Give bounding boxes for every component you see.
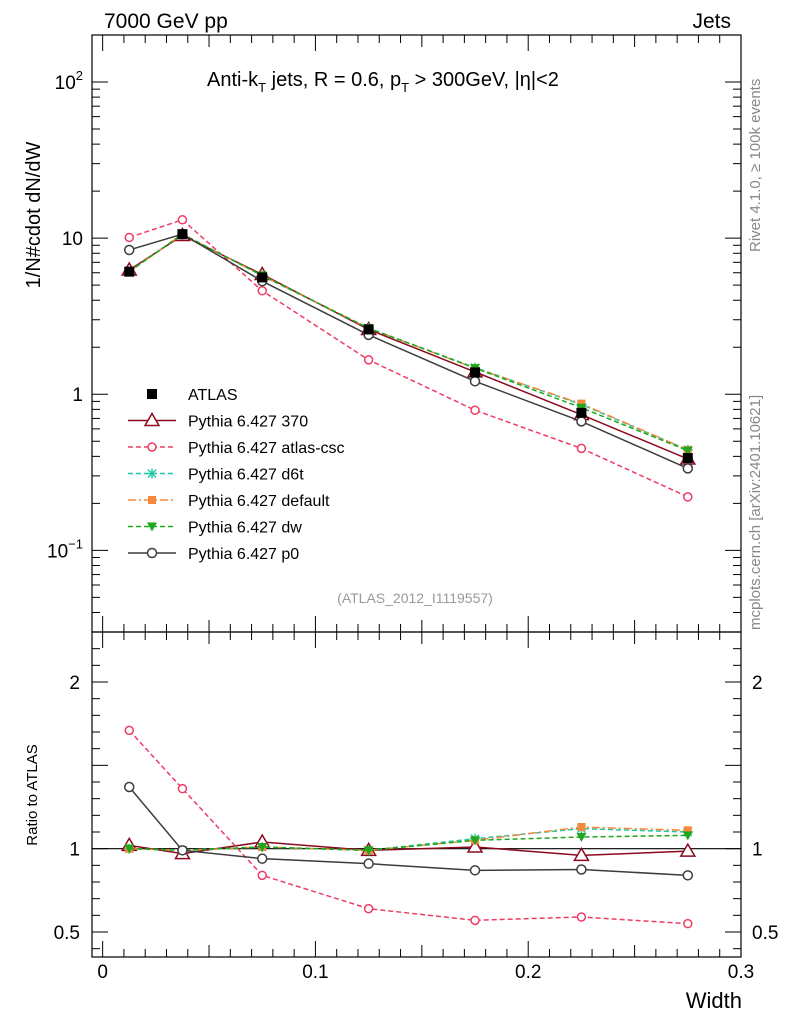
title-part-d: T	[401, 80, 409, 95]
ratio-point-pythia-6-427-p0	[123, 781, 135, 793]
ratio-point-pythia-6-427-atlas-csc	[257, 870, 267, 881]
legend-label-atlas: ATLAS	[188, 387, 238, 404]
point-pythia-6-427-atlas-csc	[177, 215, 188, 225]
point-pythia-6-427-atlas-csc	[257, 286, 267, 296]
y-tick-label: 10	[62, 229, 83, 250]
title-part-b: T	[258, 80, 266, 95]
x-tick-label: 0	[97, 962, 108, 983]
ratio-point-pythia-6-427-dw	[363, 846, 374, 856]
ratio-point-pythia-6-427-dw	[257, 843, 268, 852]
legend-label-pythia-6-427-dw: Pythia 6.427 dw	[188, 520, 302, 537]
legend-marker-pythia-6-427-dw	[147, 522, 157, 532]
legend-marker-pythia-6-427-p0	[146, 547, 158, 559]
analysis-watermark: (ATLAS_2012_I1119557)	[337, 590, 493, 606]
title-part-c: jets, R = 0.6, p	[266, 69, 401, 91]
mcplots-label: mcplots.cern.ch [arXiv:2401.10621]	[747, 395, 764, 630]
ratio-point-pythia-6-427-atlas-csc	[470, 915, 480, 926]
ratio-point-pythia-6-427-default	[577, 823, 586, 831]
x-tick-label: 0.3	[728, 962, 754, 983]
ratio-y-tick-label: 2	[69, 673, 80, 694]
title-part-a: Anti-k	[207, 69, 259, 91]
main-title: Anti-kT jets, R = 0.6, pT > 300GeV, |η|<…	[207, 69, 559, 95]
ratio-y-tick-label: 1	[69, 840, 80, 861]
legend-label-pythia-6-427-d6t: Pythia 6.427 d6t	[188, 467, 304, 484]
point-pythia-6-427-atlas-csc	[470, 405, 480, 415]
ratio-point-pythia-6-427-default	[683, 826, 692, 835]
header-right: Jets	[692, 10, 731, 33]
ratio-point-pythia-6-427-p0	[469, 865, 481, 876]
ratio-line-pythia-6-427-default	[129, 826, 688, 852]
legend-marker-pythia-6-427-370	[143, 412, 161, 427]
ratio-point-pythia-6-427-atlas-csc	[124, 725, 134, 736]
point-pythia-6-427-p0	[682, 463, 694, 474]
rivet-label: Rivet 4.1.0, ≥ 100k events	[747, 79, 764, 252]
point-atlas	[576, 407, 587, 418]
ratio-point-pythia-6-427-dw	[576, 833, 587, 842]
ratio-y-tick-label-right: 0.5	[752, 923, 778, 944]
ratio-point-pythia-6-427-370	[466, 838, 484, 853]
point-pythia-6-427-atlas-csc	[683, 492, 693, 502]
point-atlas	[470, 367, 481, 378]
point-atlas	[257, 272, 268, 283]
legend-label-pythia-6-427-370: Pythia 6.427 370	[188, 414, 308, 431]
header-left: 7000 GeV pp	[104, 10, 228, 33]
point-pythia-6-427-p0	[123, 244, 135, 256]
ratio-ylabel: Ratio to ATLAS	[24, 744, 41, 845]
x-tick-label: 0.2	[515, 962, 541, 983]
ratio-point-pythia-6-427-p0	[682, 870, 694, 881]
point-pythia-6-427-atlas-csc	[124, 232, 134, 243]
ratio-y-tick-label-right: 1	[752, 840, 763, 861]
point-pythia-6-427-atlas-csc	[576, 443, 587, 454]
y-tick-label: 102	[55, 68, 83, 94]
ratio-point-pythia-6-427-370	[573, 846, 590, 862]
ratio-point-pythia-6-427-p0	[576, 864, 587, 875]
ratio-y-tick-label-right: 2	[752, 673, 763, 694]
x-axis-label: Width	[686, 988, 742, 1013]
point-atlas	[682, 453, 693, 464]
legend-marker-atlas	[147, 389, 157, 399]
series-line-pythia-6-427-p0	[129, 233, 689, 470]
legend-label-pythia-6-427-atlas-csc: Pythia 6.427 atlas-csc	[188, 440, 345, 457]
main-frame	[91, 34, 742, 633]
legend-marker-pythia-6-427-atlas-csc	[147, 442, 157, 452]
legend-marker-pythia-6-427-d6t-stroke	[147, 469, 157, 478]
point-atlas	[177, 229, 188, 240]
legend-label-pythia-6-427-default: Pythia 6.427 default	[188, 493, 330, 510]
ratio-point-pythia-6-427-p0	[363, 858, 374, 869]
ratio-point-pythia-6-427-atlas-csc	[177, 783, 188, 794]
ratio-point-pythia-6-427-dw	[470, 836, 481, 846]
point-pythia-6-427-p0	[576, 416, 587, 427]
ratio-point-pythia-6-427-370	[679, 842, 697, 857]
x-tick-label: 0.1	[302, 962, 328, 983]
title-part-e: > 300GeV, |η|<2	[409, 69, 559, 91]
y-tick-label: 1	[72, 385, 83, 406]
point-pythia-6-427-p0	[469, 376, 481, 387]
ratio-point-pythia-6-427-p0	[256, 853, 268, 864]
main-ylabel: 1/N#cdot dN/dW	[23, 142, 45, 289]
point-pythia-6-427-default	[577, 399, 586, 408]
ratio-point-pythia-6-427-atlas-csc	[576, 912, 587, 922]
ratio-point-pythia-6-427-atlas-csc	[363, 903, 374, 914]
y-tick-label: 10−1	[47, 536, 83, 562]
ratio-y-tick-label: 0.5	[54, 923, 80, 944]
point-pythia-6-427-dw	[682, 446, 693, 456]
ratio-line-pythia-6-427-p0	[128, 786, 688, 877]
point-pythia-6-427-atlas-csc	[363, 355, 374, 365]
legend-marker-pythia-6-427-d6t	[147, 468, 157, 479]
point-atlas	[363, 324, 374, 335]
ratio-point-pythia-6-427-p0	[177, 845, 188, 856]
ratio-point-pythia-6-427-dw	[124, 844, 135, 854]
ratio-point-pythia-6-427-dw	[682, 831, 693, 841]
ratio-frame	[91, 631, 742, 958]
legend-label-pythia-6-427-p0: Pythia 6.427 p0	[188, 546, 299, 563]
point-atlas	[124, 266, 135, 277]
ratio-point-pythia-6-427-atlas-csc	[683, 918, 693, 929]
legend-marker-pythia-6-427-default	[148, 496, 156, 504]
